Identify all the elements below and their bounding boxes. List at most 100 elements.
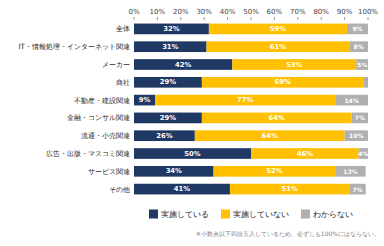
bar-segment [335, 95, 368, 106]
data-label: 51% [281, 185, 297, 193]
x-tick-label: 20% [173, 8, 189, 16]
bar-segment [134, 24, 209, 35]
legend-swatch [149, 210, 158, 219]
bar-segment [232, 59, 356, 70]
data-label: 29% [160, 78, 176, 86]
bar-segment [356, 59, 368, 70]
data-label: 7% [352, 186, 362, 193]
category-label: 全体 [116, 24, 130, 33]
legend-label: 実施している [161, 210, 209, 219]
data-label: 29% [160, 114, 176, 122]
data-label: 8% [354, 43, 364, 50]
category-label: 金融・コンサル関連 [67, 113, 130, 122]
bar-segment [207, 41, 350, 52]
bar-segment [349, 41, 368, 52]
bar-segment [195, 130, 345, 141]
x-tick [251, 17, 252, 20]
data-label: 42% [175, 61, 191, 69]
x-tick [204, 17, 205, 20]
bars [134, 24, 368, 195]
x-tick-label: 60% [267, 8, 283, 16]
bar-segment [134, 148, 251, 159]
legend-swatch [301, 210, 310, 219]
chart: 0% 10% 20% 30% 40% 50% 60% 70% 80% 90% 100% 全体 IT・情報… [0, 0, 384, 246]
category-label: 商社 [116, 78, 130, 87]
bar-segment [230, 184, 349, 195]
bar-segment [202, 77, 363, 88]
x-tick-label: 70% [290, 8, 306, 16]
category-label: その他 [109, 185, 130, 194]
legend-item: 実施している [149, 210, 209, 219]
data-label: 10% [349, 132, 363, 139]
x-tick-label: 10% [150, 8, 166, 16]
data-label: 46% [297, 150, 313, 158]
bar-segment [134, 130, 195, 141]
bar-segment [335, 166, 365, 177]
bar-segment [134, 41, 207, 52]
x-tick-label: 80% [313, 8, 329, 16]
category-label: IT・情報処理・インターネット関連 [18, 42, 130, 51]
data-labels: 32%59%9%31%61%8%42%53%5%29%69%9%77%14%29… [139, 25, 369, 193]
data-label: 26% [156, 132, 172, 140]
x-tick [297, 17, 298, 20]
data-label: 41% [174, 185, 190, 193]
bar-segment [134, 184, 230, 195]
category-label: 広告・出版・マスコミ関連 [46, 149, 130, 158]
data-label: 52% [266, 167, 282, 175]
legend-swatch [221, 210, 230, 219]
data-label: 59% [270, 25, 286, 33]
data-label: 64% [269, 114, 285, 122]
legend-label: 実施していない [233, 210, 289, 219]
data-label: 4% [358, 150, 368, 157]
x-tick [134, 17, 135, 20]
x-tick-label: 30% [196, 8, 212, 16]
x-tick [157, 17, 158, 20]
bar-segment [349, 184, 365, 195]
x-tick [274, 17, 275, 20]
category-label: 流通・小売関連 [81, 131, 130, 140]
bar-segment [209, 24, 347, 35]
x-tick [368, 17, 369, 20]
legend-item: わからない [301, 210, 353, 219]
x-tick-label: 0% [128, 8, 139, 16]
data-label: 61% [270, 43, 286, 51]
category-label: 不動産・建設関連 [74, 96, 130, 105]
annotation: ※小数点以下四捨五入しているため、必ずしも100%にはならない。 [196, 230, 380, 238]
data-label: 69% [274, 78, 290, 86]
bar-segment [134, 166, 214, 177]
x-tick [321, 17, 322, 20]
data-label: 9% [352, 25, 362, 32]
x-tick-label: 90% [337, 8, 353, 16]
bar-segment [155, 95, 335, 106]
data-label: 53% [286, 61, 302, 69]
data-label: 31% [162, 43, 178, 51]
data-label: 77% [237, 96, 253, 104]
bar-segment [345, 130, 368, 141]
data-label: 50% [184, 150, 200, 158]
x-tick-label: 100% [358, 8, 378, 16]
y-axis: 全体 IT・情報処理・インターネット関連メーカー商社不動産・建設関連金融・コンサル… [18, 24, 130, 193]
data-label: 9% [139, 96, 151, 104]
x-tick-label: 40% [220, 8, 236, 16]
data-label: 32% [163, 25, 179, 33]
data-label: 64% [262, 132, 278, 140]
category-label: サービス関連 [88, 167, 130, 176]
bar-segment [134, 77, 202, 88]
bar-segment [202, 113, 352, 124]
legend: 実施している 実施していない わからない [149, 210, 353, 219]
bar-segment [134, 113, 202, 124]
x-tick [227, 17, 228, 20]
category-label: メーカー [102, 60, 130, 69]
bar-segment [347, 24, 368, 35]
x-tick [344, 17, 345, 20]
bar-segment [134, 95, 155, 106]
legend-item: 実施していない [221, 210, 289, 219]
x-tick [180, 17, 181, 20]
bar-segment [363, 77, 368, 88]
data-label: 34% [166, 167, 182, 175]
data-label: 5% [357, 61, 367, 68]
legend-label: わからない [313, 210, 353, 219]
x-tick-label: 50% [243, 8, 259, 16]
x-axis: 0% 10% 20% 30% 40% 50% 60% 70% 80% 90% 100% [128, 8, 378, 20]
bar-segment [251, 148, 359, 159]
